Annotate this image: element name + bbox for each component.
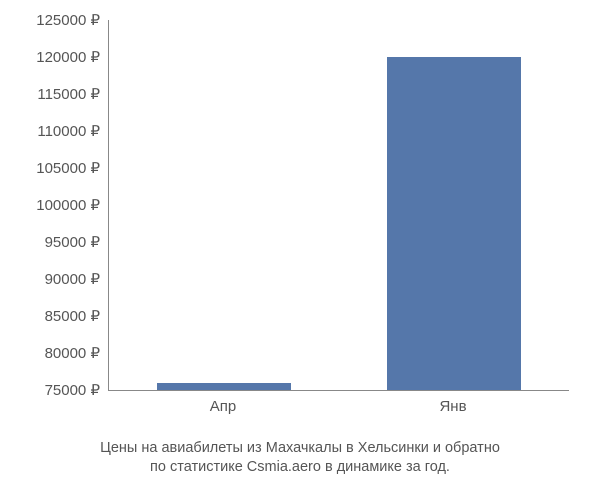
y-tick-label: 110000 ₽ — [10, 122, 100, 140]
plot-area — [108, 20, 569, 391]
chart-caption: Цены на авиабилеты из Махачкалы в Хельси… — [0, 439, 600, 478]
y-tick-label: 120000 ₽ — [10, 48, 100, 66]
y-tick-label: 125000 ₽ — [10, 11, 100, 29]
y-tick-label: 95000 ₽ — [10, 233, 100, 251]
x-tick-label: Янв — [439, 398, 466, 415]
y-tick-label: 85000 ₽ — [10, 307, 100, 325]
y-tick-label: 115000 ₽ — [10, 85, 100, 103]
caption-line-2: по статистике Csmia.aero в динамике за г… — [150, 459, 450, 475]
caption-line-1: Цены на авиабилеты из Махачкалы в Хельси… — [100, 440, 500, 456]
x-tick-label: Апр — [210, 398, 236, 415]
y-tick-label: 75000 ₽ — [10, 381, 100, 399]
y-tick-label: 100000 ₽ — [10, 196, 100, 214]
bar — [157, 383, 290, 390]
y-tick-label: 105000 ₽ — [10, 159, 100, 177]
bar — [387, 57, 520, 390]
chart-container: 75000 ₽ 80000 ₽ 85000 ₽ 90000 ₽ 95000 ₽ 10000… — [0, 0, 600, 500]
y-tick-label: 90000 ₽ — [10, 270, 100, 288]
y-tick-label: 80000 ₽ — [10, 344, 100, 362]
